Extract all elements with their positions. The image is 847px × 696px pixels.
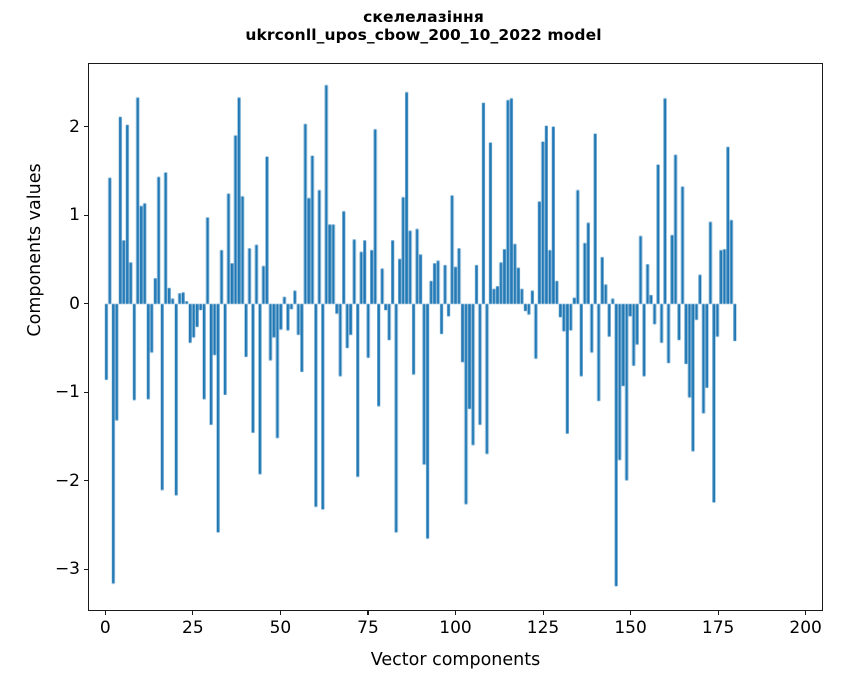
x-tick-label: 50: [269, 618, 292, 638]
y-tick-mark: [84, 391, 88, 393]
y-tick-label: −2: [54, 470, 80, 491]
chart-title-line2: ukrconll_upos_cbow_200_10_2022 model: [245, 26, 602, 45]
x-tick-mark: [630, 611, 632, 615]
x-tick-label: 175: [701, 618, 735, 638]
y-tick-mark: [84, 480, 88, 482]
chart-title-line1: скелелазіння: [363, 8, 484, 26]
x-tick-label: 125: [526, 618, 560, 638]
x-tick-mark: [279, 611, 281, 615]
x-tick-mark: [192, 611, 194, 615]
x-tick-label: 150: [614, 618, 647, 638]
y-tick-label: 0: [69, 293, 80, 314]
y-tick-mark: [84, 126, 88, 128]
y-tick-label: 2: [69, 116, 80, 137]
x-tick-mark: [542, 611, 544, 615]
y-tick-mark: [84, 568, 88, 570]
x-tick-label: 100: [439, 618, 472, 638]
x-tick-mark: [805, 611, 807, 615]
x-tick-mark: [104, 611, 106, 615]
x-tick-label: 25: [182, 618, 204, 638]
y-tick-mark: [84, 214, 88, 216]
x-tick-mark: [717, 611, 719, 615]
x-tick-label: 0: [99, 618, 111, 638]
x-tick-mark: [455, 611, 457, 615]
x-axis-label: Vector components: [370, 650, 541, 670]
x-tick-label: 75: [357, 618, 379, 638]
x-tick-mark: [367, 611, 369, 615]
bar-series-canvas: [89, 64, 822, 610]
y-tick-mark: [84, 303, 88, 305]
y-tick-label: −3: [54, 559, 80, 580]
chart-title: скелелазіння ukrconll_upos_cbow_200_10_2…: [0, 8, 847, 45]
y-axis-label: Components values: [25, 163, 45, 337]
x-tick-label: 200: [789, 618, 822, 638]
plot-area: [88, 63, 823, 611]
y-tick-label: −1: [54, 382, 80, 403]
y-tick-label: 1: [69, 205, 80, 226]
